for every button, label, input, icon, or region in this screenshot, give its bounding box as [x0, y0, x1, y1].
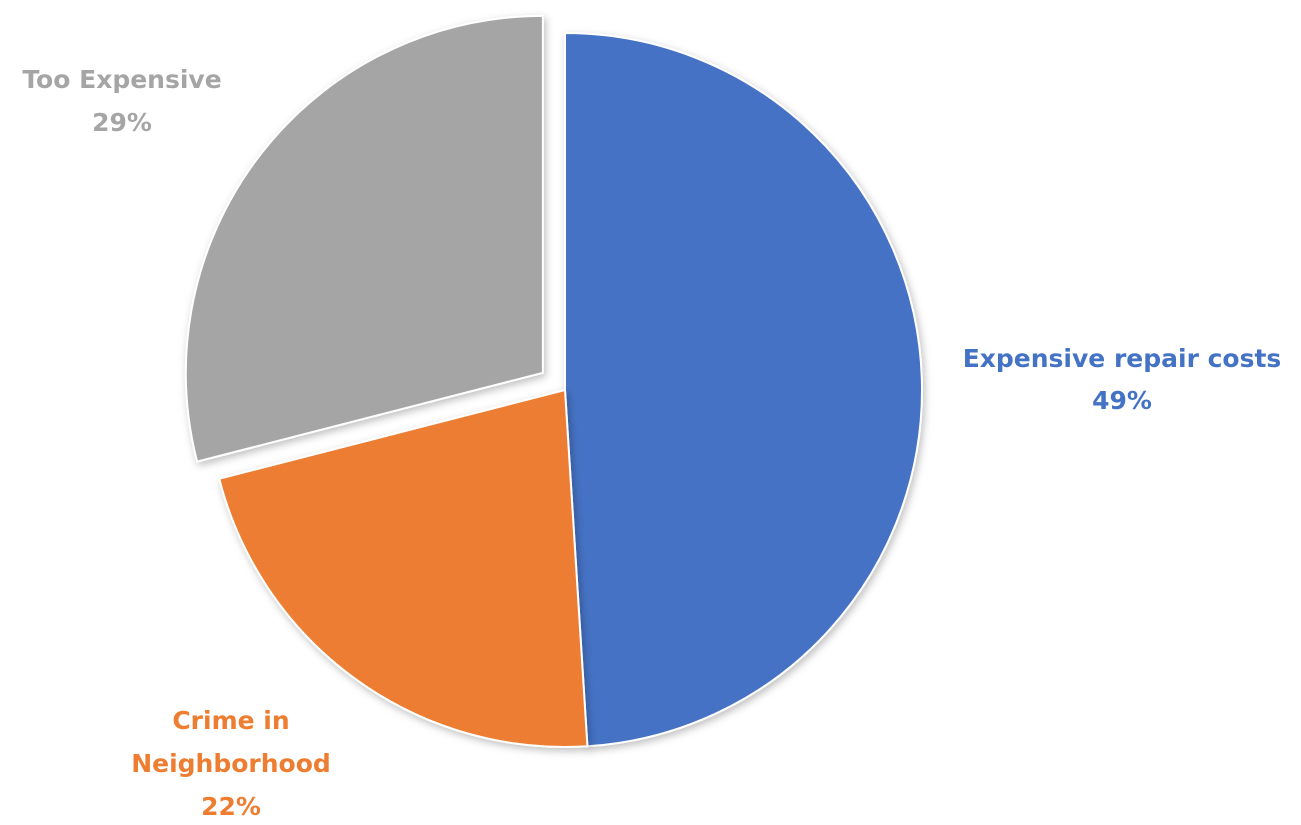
- slice-label-crime-in-neighborhood-line2: Neighborhood: [131, 749, 331, 778]
- pie-slice-too-expensive: [184, 14, 544, 463]
- slice-percent-too-expensive: 29%: [92, 108, 152, 137]
- pie-slice-expensive-repair-costs: [564, 31, 923, 748]
- slice-percent-expensive-repair-costs: 49%: [1092, 386, 1152, 415]
- slice-label-expensive-repair-costs: Expensive repair costs: [963, 344, 1282, 373]
- slice-label-too-expensive: Too Expensive: [22, 65, 221, 94]
- pie-slices: [184, 14, 923, 748]
- slice-label-crime-in-neighborhood-line1: Crime in: [172, 706, 289, 735]
- pie-slice-crime-in-neighborhood: [217, 388, 589, 748]
- slice-percent-crime-in-neighborhood: 22%: [201, 792, 261, 821]
